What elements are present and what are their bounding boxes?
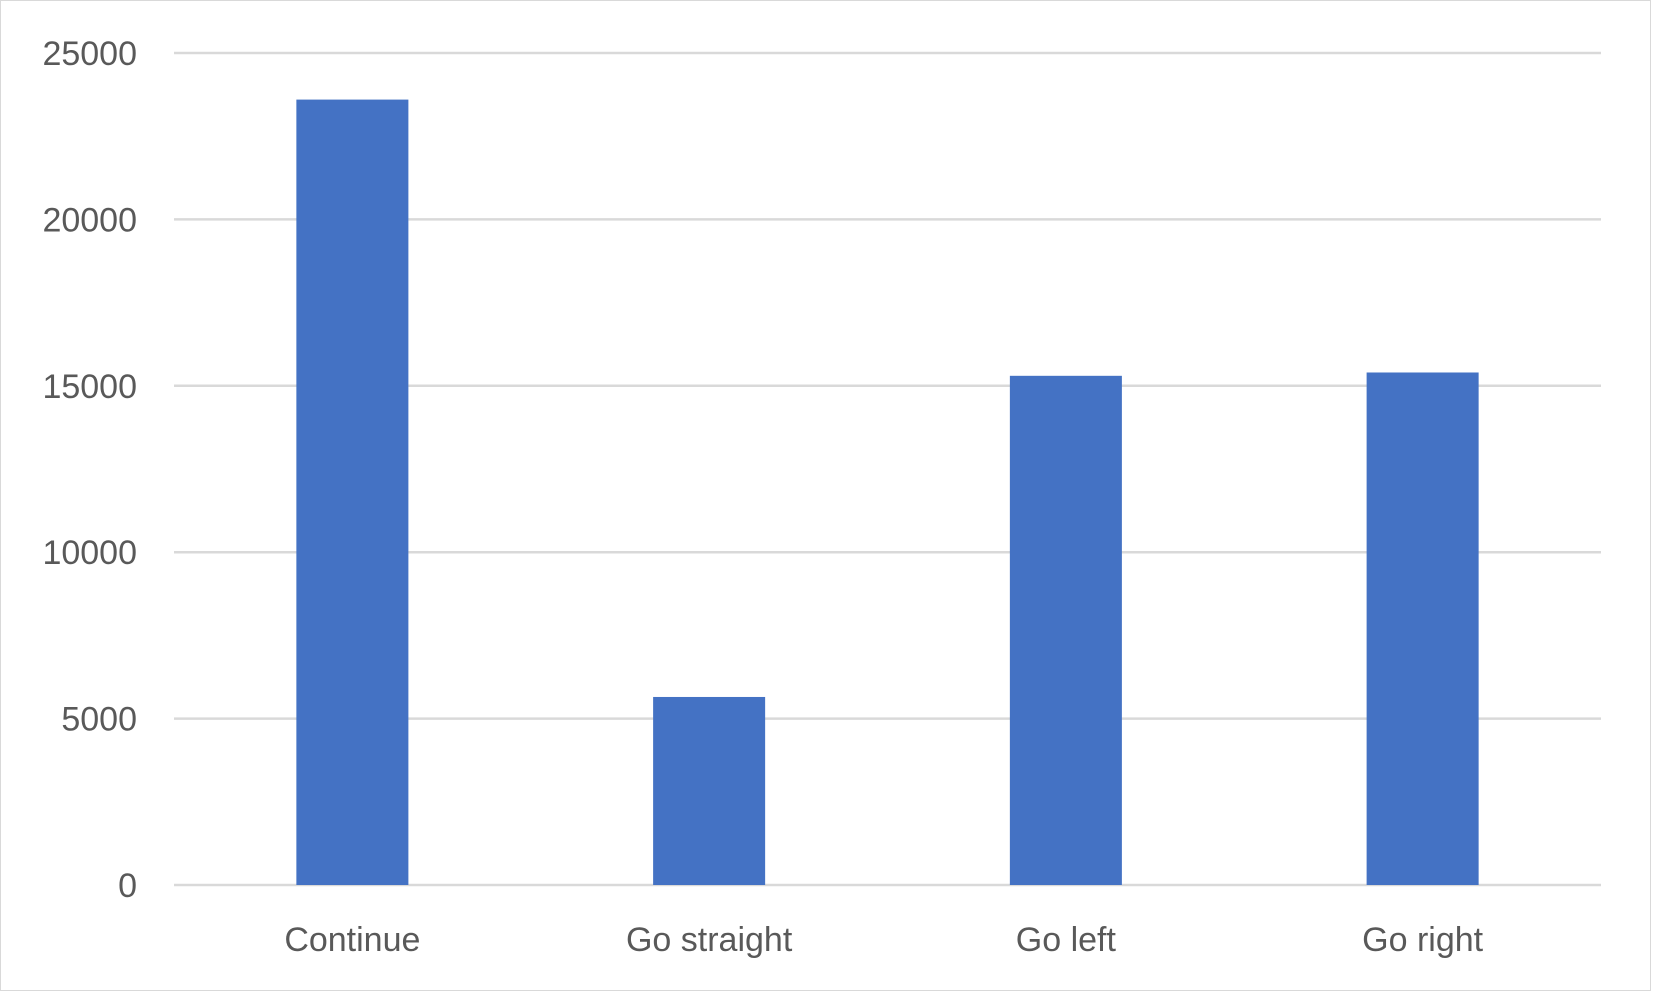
gridlines: [174, 51, 1601, 887]
y-tick-label: 10000: [42, 534, 137, 572]
bar-go-straight: [653, 696, 766, 885]
bar-go-left: [1009, 375, 1122, 885]
y-tick-label: 20000: [42, 201, 137, 239]
y-tick-label: 0: [118, 867, 137, 905]
x-tick-label: Go left: [1016, 921, 1117, 959]
y-axis-tick-labels: 0 5000 10000 15000 20000 25000: [42, 35, 137, 905]
bar-continue: [296, 99, 409, 886]
bars: [296, 99, 1479, 886]
y-tick-label: 25000: [42, 35, 137, 73]
x-tick-label: Go straight: [626, 921, 793, 959]
y-tick-label: 5000: [61, 701, 137, 739]
x-tick-label: Go right: [1362, 921, 1483, 959]
x-tick-label: Continue: [284, 921, 420, 959]
bar-go-right: [1366, 372, 1479, 885]
x-axis-tick-labels: Continue Go straight Go left Go right: [284, 921, 1483, 959]
y-tick-label: 15000: [42, 368, 137, 406]
